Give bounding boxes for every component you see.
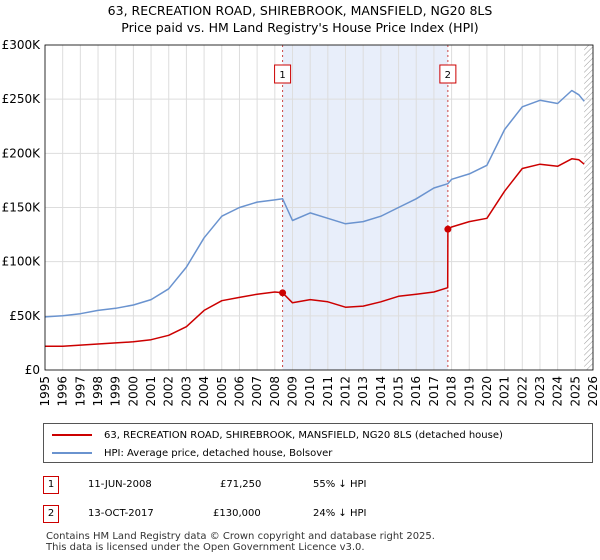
transaction-badge: 2 [43, 505, 59, 523]
x-tick-label: 2003 [179, 376, 193, 407]
x-tick-label: 2023 [533, 376, 547, 407]
transaction-date: 13-OCT-2017 [88, 508, 154, 519]
y-tick-label: £100K [2, 255, 42, 269]
chart-legend: 63, RECREATION ROAD, SHIREBROOK, MANSFIE… [43, 423, 593, 463]
x-tick-label: 2004 [197, 376, 211, 407]
x-tick-label: 2012 [339, 376, 353, 407]
x-tick-label: 2021 [498, 376, 512, 407]
x-tick-label: 2009 [285, 376, 299, 407]
legend-item-price: 63, RECREATION ROAD, SHIREBROOK, MANSFIE… [52, 427, 503, 443]
y-tick-label: £300K [2, 38, 42, 52]
event-marker-label: 1 [279, 70, 285, 81]
transaction-price: £71,250 [220, 479, 262, 490]
x-tick-label: 2008 [268, 376, 282, 407]
legend-item-hpi: HPI: Average price, detached house, Bols… [52, 445, 332, 461]
x-tick-label: 2010 [303, 376, 317, 407]
x-tick-label: 2006 [232, 376, 246, 407]
event-marker-box [274, 64, 292, 84]
event-marker-box [439, 64, 457, 84]
event-marker-label: 2 [445, 70, 451, 81]
x-tick-label: 2022 [515, 376, 529, 407]
x-tick-label: 2024 [551, 376, 565, 407]
x-tick-label: 2026 [586, 376, 600, 407]
footer-copyright: Contains HM Land Registry data © Crown c… [46, 531, 435, 542]
x-tick-label: 2015 [392, 376, 406, 407]
price-paid-line [45, 158, 585, 347]
plot-frame [44, 44, 594, 371]
chart-subtitle: Price paid vs. HM Land Registry's House … [121, 20, 479, 35]
x-tick-label: 2020 [480, 376, 494, 407]
y-tick-label: £250K [2, 92, 42, 106]
x-tick-label: 1999 [109, 376, 123, 407]
footer: Contains HM Land Registry data © Crown c… [46, 531, 435, 553]
y-tick-label: £0 [25, 363, 40, 377]
sale-point [279, 289, 287, 297]
legend-swatch-hpi [52, 452, 92, 454]
x-tick-label: 2011 [321, 376, 335, 407]
y-tick-label: £50K [9, 309, 41, 323]
x-tick-label: 1998 [91, 376, 105, 407]
chart-title: 63, RECREATION ROAD, SHIREBROOK, MANSFIE… [107, 3, 493, 18]
x-tick-label: 1996 [56, 376, 70, 407]
x-tick-label: 2001 [144, 376, 158, 407]
hpi-line [44, 89, 585, 318]
x-tick-label: 2005 [215, 376, 229, 407]
x-tick-label: 1997 [73, 376, 87, 407]
x-tick-label: 2018 [445, 376, 459, 407]
sale-point [444, 225, 452, 233]
x-tick-label: 2025 [568, 376, 582, 407]
transaction-hpi-diff: 55% ↓ HPI [313, 479, 367, 490]
transaction-date: 11-JUN-2008 [88, 479, 152, 490]
transaction-hpi-diff: 24% ↓ HPI [313, 508, 367, 519]
x-tick-label: 2019 [462, 376, 476, 407]
x-tick-label: 1995 [38, 376, 52, 407]
x-tick-label: 2014 [374, 376, 388, 407]
transaction-price: £130,000 [213, 508, 261, 519]
y-tick-label: £200K [2, 146, 42, 160]
x-tick-label: 2002 [162, 376, 176, 407]
legend-label-price: 63, RECREATION ROAD, SHIREBROOK, MANSFIE… [104, 429, 503, 441]
x-tick-label: 2013 [356, 376, 370, 407]
x-tick-label: 2017 [427, 376, 441, 407]
price-chart: 1 2 £0 £50K £100K £150K £200K £250K £300K 1995 19… [2, 38, 600, 407]
footer-licence: This data is licensed under the Open Gov… [46, 542, 365, 553]
y-tick-label: £150K [2, 201, 42, 215]
x-tick-label: 2007 [250, 376, 264, 407]
legend-label-hpi: HPI: Average price, detached house, Bols… [104, 447, 333, 459]
x-tick-label: 2016 [409, 376, 423, 407]
legend-swatch-price [52, 434, 92, 436]
x-tick-label: 2000 [126, 376, 140, 407]
transaction-badge: 1 [43, 476, 59, 494]
